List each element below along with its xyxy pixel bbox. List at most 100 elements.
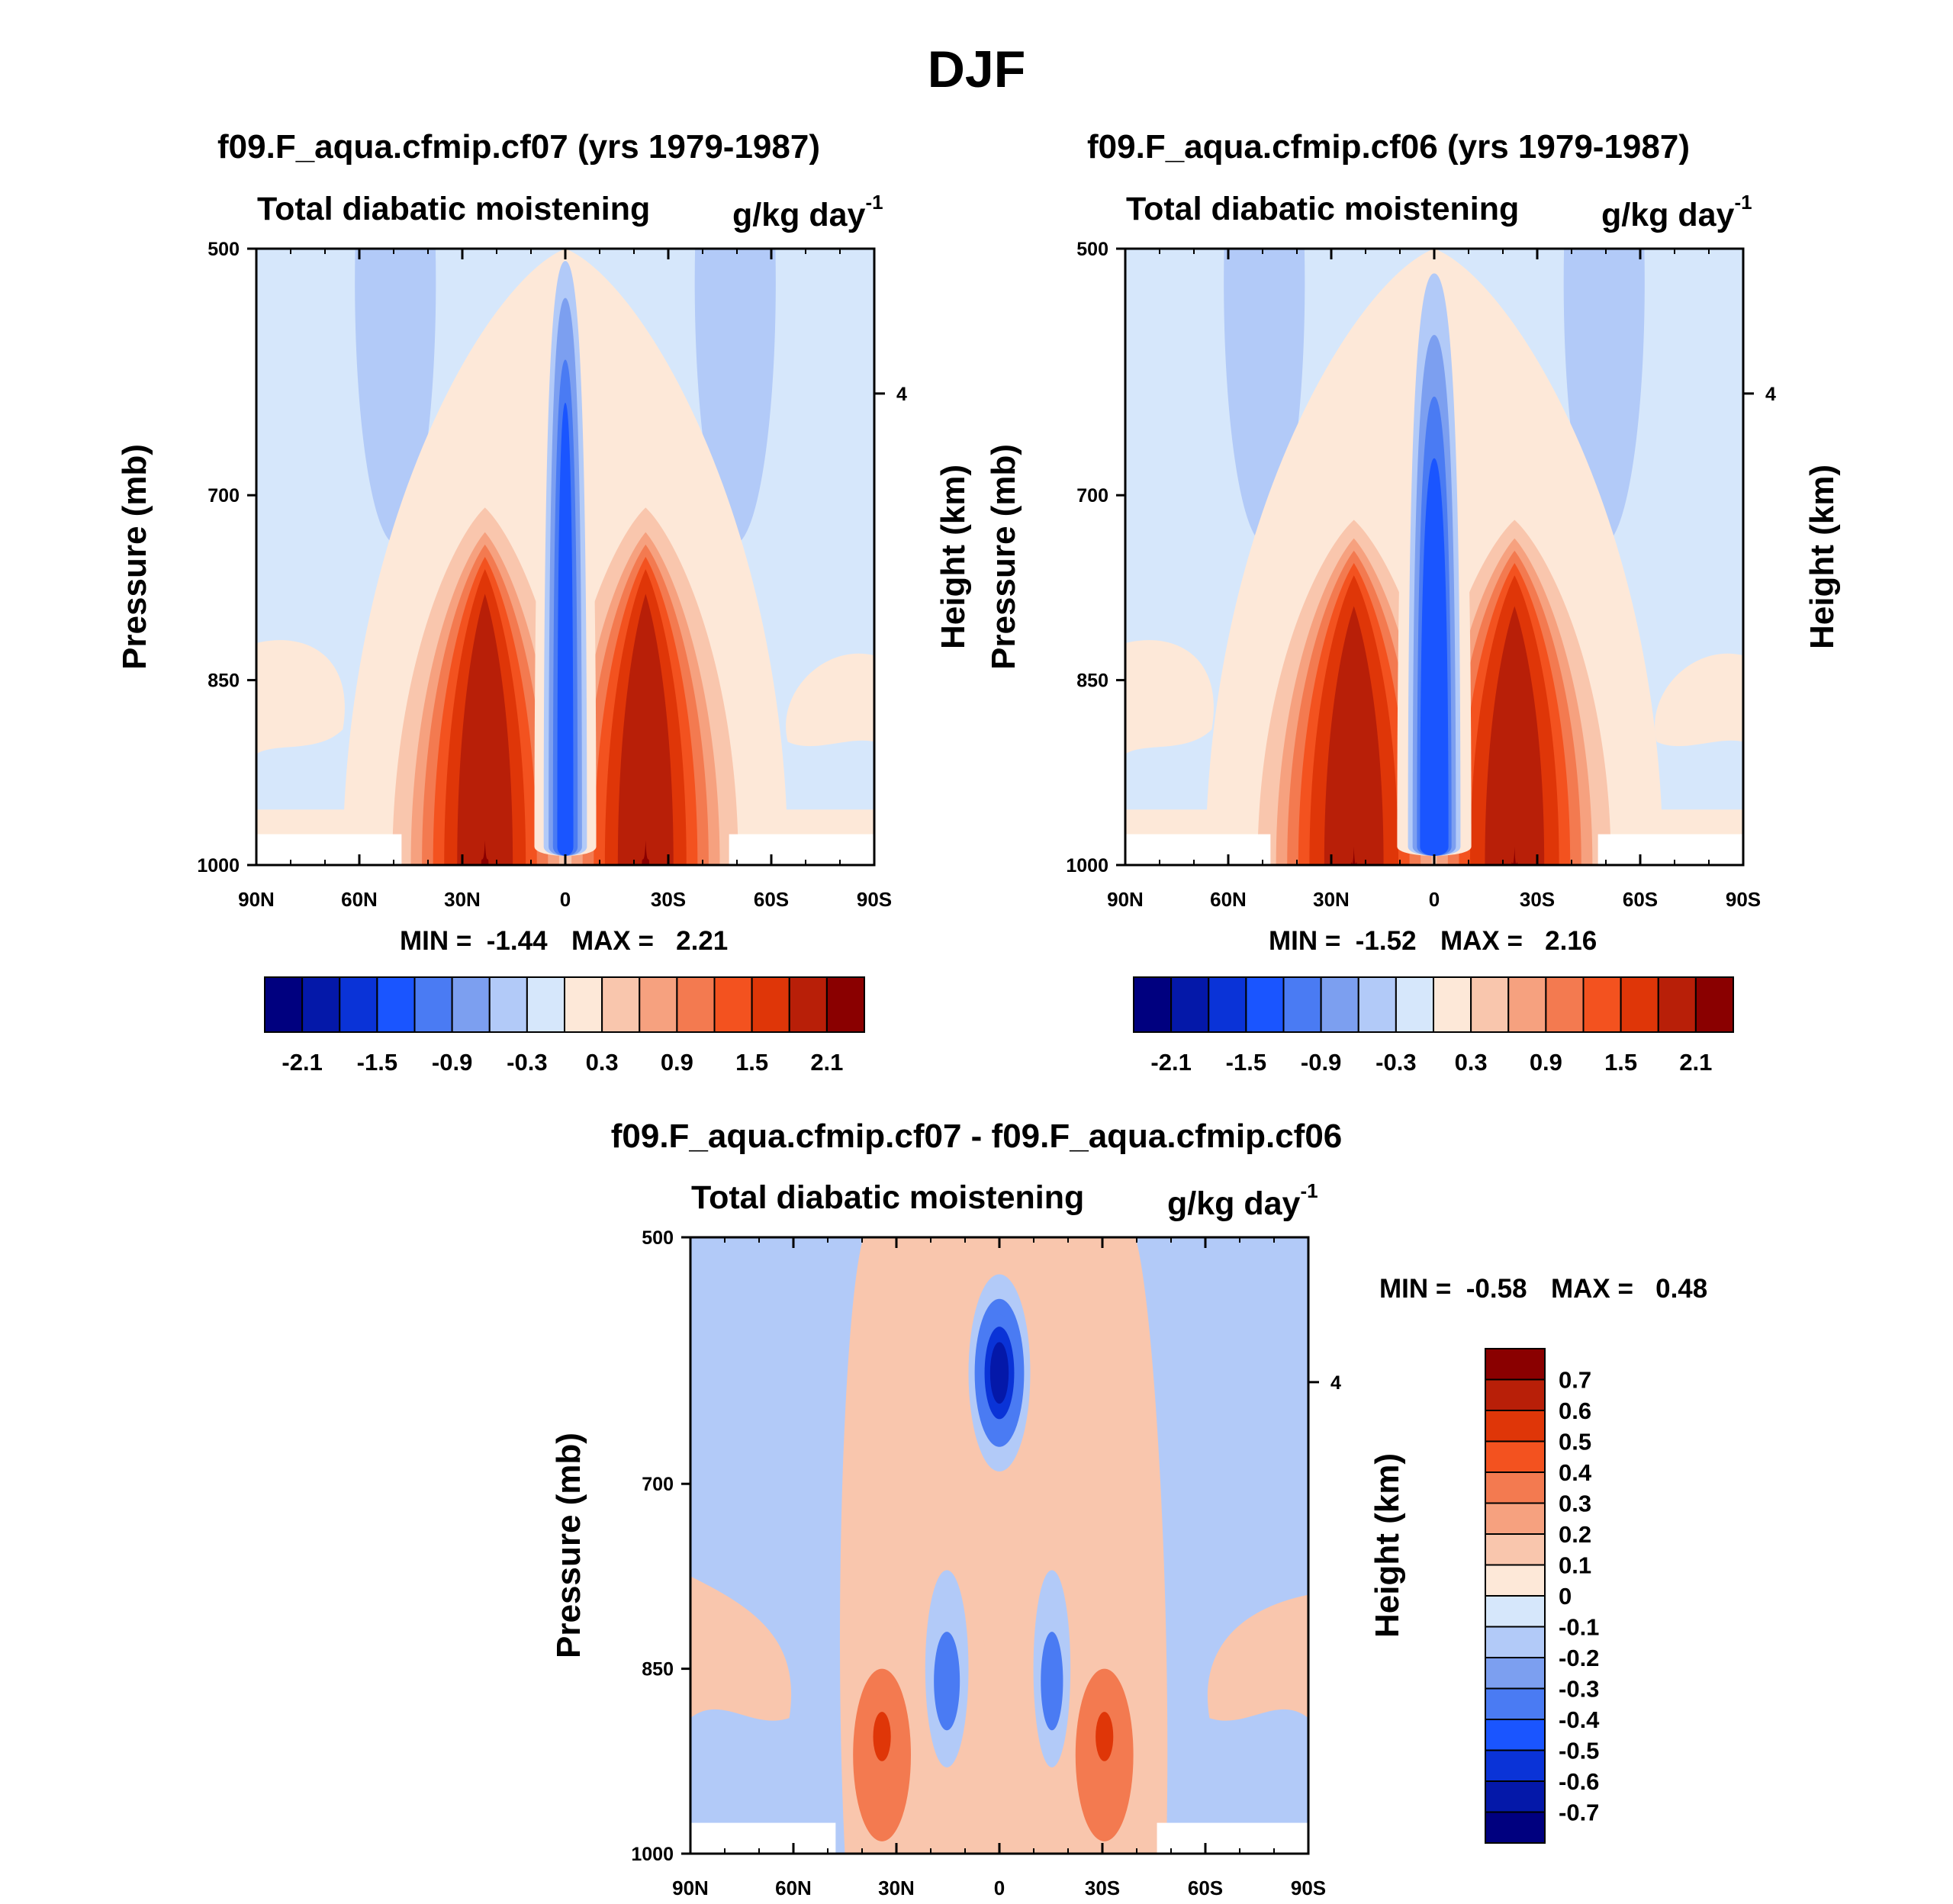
panel1-min-text: MIN = -1.44 — [400, 926, 548, 956]
panel1-colorbar-label: -1.5 — [357, 1049, 397, 1076]
panel2-blank-south — [1597, 834, 1743, 865]
panel1-xtick-label: 90N — [238, 888, 275, 911]
panel3-colorbar-label: -0.1 — [1559, 1614, 1599, 1641]
panel1-colorbar-box — [564, 976, 603, 1033]
panel3-positive-north — [690, 1576, 792, 1721]
panel3-colorbar-box — [1485, 1378, 1546, 1411]
panel2-band-7-north — [1350, 846, 1357, 865]
panel1-colorbar-box — [676, 976, 716, 1033]
panel3-colorbar-box — [1485, 1626, 1546, 1658]
panel3-colorbar-label: 0.2 — [1559, 1521, 1591, 1548]
panel1-band-6-north — [457, 593, 513, 865]
panel3-units: g/kg day-1 — [1167, 1179, 1318, 1223]
panel2-xtick-label: 90N — [1107, 888, 1144, 911]
panel1-colorbar-box — [751, 976, 790, 1033]
panel3-max-text: MAX = 0.48 — [1551, 1274, 1708, 1304]
panel1-title: f09.F_aqua.cfmip.cf07 (yrs 1979-1987) — [217, 128, 820, 166]
panel2-colorbar-label: 0.9 — [1530, 1049, 1562, 1076]
panel3-colorbar-box — [1485, 1471, 1546, 1504]
panel1-colorbar-box — [301, 976, 341, 1033]
panel3-colorbar-box — [1485, 1780, 1546, 1813]
panel3-colorbar-label: 0 — [1559, 1583, 1572, 1610]
panel2-colorbar-box — [1170, 976, 1210, 1033]
panel3-colorbar-label: 0.1 — [1559, 1552, 1591, 1579]
panel2-colorbar-label: -0.3 — [1375, 1049, 1416, 1076]
panel1-units-exp: -1 — [865, 191, 883, 214]
panel2-colorbar-box — [1357, 976, 1397, 1033]
panel1-xtick-label: 0 — [560, 888, 571, 911]
panel3-blank-south — [1157, 1822, 1308, 1854]
panel2-colorbar-box — [1657, 976, 1697, 1033]
panel3-colorbar-box — [1485, 1410, 1546, 1442]
panel3-units-base: g/kg day — [1167, 1185, 1301, 1222]
panel1-colorbar-box — [639, 976, 678, 1033]
panel3-colorbar-box — [1485, 1595, 1546, 1628]
panel3-colorbar-box — [1485, 1564, 1546, 1597]
panel2-colorbar-label: -1.5 — [1226, 1049, 1266, 1076]
panel3-colorbar-box — [1485, 1811, 1546, 1844]
panel3-ytick-label: 500 — [642, 1227, 674, 1249]
panel3-neg-lowlevel-core-south — [1041, 1632, 1063, 1731]
panel1-ytick-label: 850 — [208, 671, 240, 692]
panel2-band-6-south — [1485, 606, 1545, 865]
panel2-xtick-label: 0 — [1429, 888, 1440, 911]
panel2-title: f09.F_aqua.cfmip.cf06 (yrs 1979-1987) — [1087, 128, 1690, 166]
panel2-xtick-label: 90S — [1726, 888, 1761, 911]
panel2-ylabel: Pressure (mb) — [985, 444, 1022, 670]
panel2-lowlevel-positive-north — [1125, 640, 1214, 754]
panel2-ytick-label: 500 — [1076, 239, 1108, 260]
panel3-negative-column-south — [1163, 1237, 1213, 1459]
panel3-y2label: Height (km) — [1369, 1453, 1406, 1638]
panel1-xtick-label: 30N — [444, 888, 481, 911]
panel3-units-exp: -1 — [1300, 1179, 1318, 1202]
panel1-colorbar-box — [413, 976, 453, 1033]
panel1-variable-label: Total diabatic moistening — [257, 191, 651, 227]
panel2-y2tick-label: 4 — [1765, 384, 1776, 405]
panel2-colorbar-box — [1433, 976, 1472, 1033]
page-title: DJF — [927, 40, 1026, 98]
panel1-colorbar-label: 2.1 — [810, 1049, 843, 1076]
panel2-xtick-label: 60N — [1210, 888, 1247, 911]
panel1-ytick-label: 700 — [208, 485, 240, 507]
panel1-lowlevel-positive-south — [786, 653, 874, 747]
panel2-colorbar-label: -2.1 — [1150, 1049, 1191, 1076]
panel3-colorbar-box — [1485, 1749, 1546, 1782]
panel1-colorbar-label: 0.9 — [661, 1049, 693, 1076]
panel3-colorbar-box — [1485, 1687, 1546, 1720]
panel2-units-exp: -1 — [1734, 191, 1752, 214]
panel1-band-6-south — [617, 593, 674, 865]
panel3-colorbar-box — [1485, 1533, 1546, 1566]
panel2-ytick-label: 850 — [1076, 671, 1108, 692]
panel1-y2tick-label: 4 — [896, 384, 907, 405]
panel3-title: f09.F_aqua.cfmip.cf07 - f09.F_aqua.cfmip… — [610, 1118, 1343, 1155]
panel1-colorbar-label: 0.3 — [586, 1049, 619, 1076]
panel3-positive-south — [1207, 1594, 1308, 1721]
panel1-colorbar-box — [264, 976, 304, 1033]
panel3-colorbar-box — [1485, 1502, 1546, 1535]
panel3-variable-label: Total diabatic moistening — [691, 1179, 1085, 1216]
panel3-ytick-label: 700 — [642, 1474, 674, 1495]
panel3-ytick-label: 1000 — [631, 1844, 674, 1865]
panel2-y2label: Height (km) — [1803, 465, 1841, 649]
panel3-ytick-label: 850 — [642, 1659, 674, 1680]
panel2-colorbar-label: 1.5 — [1604, 1049, 1637, 1076]
panel3-colorbar-label: 0.5 — [1559, 1429, 1591, 1455]
panel2-blank-north — [1125, 834, 1271, 865]
panel2-ytick-label: 1000 — [1066, 855, 1108, 876]
panel2-colorbar-box — [1395, 976, 1434, 1033]
panel3-colorbar-box — [1485, 1719, 1546, 1751]
panel2-colorbar-box — [1620, 976, 1659, 1033]
panel3-colorbar-label: -0.7 — [1559, 1799, 1599, 1826]
panel1-band-7-south — [642, 840, 650, 865]
panel2-colorbar-box — [1208, 976, 1247, 1033]
panel2-colorbar-label: 2.1 — [1679, 1049, 1712, 1076]
panel2-lowlevel-positive-south — [1655, 653, 1743, 747]
panel3-neg-lowlevel-core-north — [934, 1632, 960, 1731]
panel2-xtick-label: 30S — [1520, 888, 1555, 911]
panel2-units-base: g/kg day — [1601, 197, 1735, 233]
panel3-contours — [690, 1237, 1308, 1854]
panel2-colorbar-box — [1282, 976, 1322, 1033]
panel3-peak-core-south — [1096, 1712, 1114, 1761]
panel3-colorbar-label: -0.3 — [1559, 1676, 1599, 1703]
panel1-units: g/kg day-1 — [732, 191, 883, 234]
